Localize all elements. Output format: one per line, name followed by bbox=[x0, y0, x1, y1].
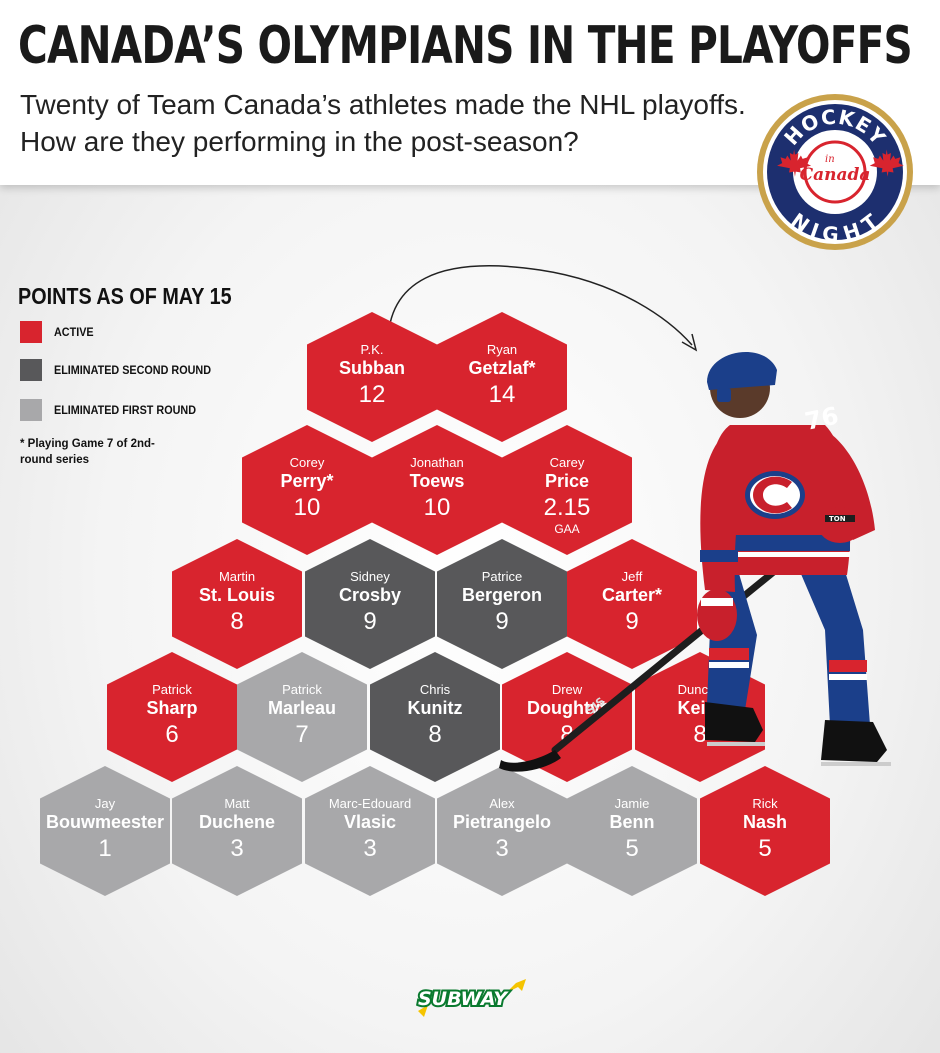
player-first-name: Alex bbox=[489, 796, 515, 811]
legend-label-eliminated-second: ELIMINATED SECOND ROUND bbox=[54, 363, 212, 377]
player-points: 5 bbox=[758, 835, 772, 862]
legend-item-active: ACTIVE bbox=[20, 321, 98, 343]
player-first-name: Jay bbox=[94, 796, 116, 811]
player-last-name: Nash bbox=[742, 812, 787, 832]
player-hex-st-louis: Martin St. Louis 8 bbox=[172, 539, 302, 669]
player-first-name: Matt bbox=[224, 796, 250, 811]
legend-item-eliminated-second: ELIMINATED SECOND ROUND bbox=[20, 359, 228, 381]
player-last-name: Duchene bbox=[198, 812, 276, 832]
player-points: 8 bbox=[693, 721, 707, 748]
player-last-name: Subban bbox=[339, 358, 405, 378]
player-first-name: Jonathan bbox=[410, 455, 464, 470]
player-first-name: Patrick bbox=[152, 682, 192, 697]
player-points: 1 bbox=[98, 835, 112, 862]
player-first-name: Corey bbox=[289, 455, 325, 470]
arrow-to-player bbox=[387, 265, 698, 352]
maple-leaf-icon bbox=[777, 149, 812, 177]
player-hex-bouwmeester: Jay Bouwmeester 1 bbox=[40, 766, 170, 896]
player-hex-nash: Rick Nash 5 bbox=[700, 766, 830, 896]
player-last-name: Toews bbox=[409, 471, 465, 491]
player-hex-bergeron: Patrice Bergeron 9 bbox=[437, 539, 567, 669]
svg-text:TON: TON bbox=[829, 515, 846, 523]
player-first-name: Patrick bbox=[282, 682, 322, 697]
player-last-name: Sharp bbox=[146, 698, 198, 718]
legend-swatch-eliminated-second bbox=[20, 359, 42, 381]
header-banner: CANADA’S OLYMPIANS IN THE PLAYOFFS Twent… bbox=[0, 0, 940, 185]
player-hex-vlasic: Marc-Edouard Vlasic 3 bbox=[305, 766, 435, 896]
player-points: 9 bbox=[363, 608, 377, 635]
player-hex-toews: Jonathan Toews 10 bbox=[372, 425, 502, 555]
legend-swatch-active bbox=[20, 321, 42, 343]
player-last-name: Getzlaf* bbox=[468, 358, 536, 378]
player-hex-carter: Jeff Carter* 9 bbox=[567, 539, 697, 669]
player-hex-crosby: Sidney Crosby 9 bbox=[305, 539, 435, 669]
player-photo: SIS TON 76 bbox=[499, 352, 891, 772]
player-points: 5 bbox=[625, 835, 639, 862]
player-points: 14 bbox=[488, 381, 516, 408]
player-last-name: Benn bbox=[609, 812, 655, 832]
player-first-name: Martin bbox=[218, 569, 256, 584]
player-hex-duchene: Matt Duchene 3 bbox=[172, 766, 302, 896]
player-last-name: Carter* bbox=[601, 585, 663, 605]
player-points: 3 bbox=[230, 835, 244, 862]
svg-text:SUBWAY: SUBWAY bbox=[418, 988, 509, 1010]
player-first-name: Sidney bbox=[350, 569, 390, 584]
hockey-night-in-canada-logo: HOCKEY NIGHT in Canada bbox=[757, 94, 913, 250]
player-first-name: Marc-Edouard bbox=[328, 796, 412, 811]
player-first-name: Drew bbox=[551, 682, 583, 697]
player-first-name: Chris bbox=[419, 682, 451, 697]
player-last-name: Crosby bbox=[338, 585, 401, 605]
player-points: 3 bbox=[495, 835, 509, 862]
player-points: 8 bbox=[230, 608, 244, 635]
player-stat-unit: GAA bbox=[554, 522, 580, 536]
player-hex-doughty: Drew Doughty* 8 bbox=[502, 652, 632, 782]
legend-footnote: * Playing Game 7 of 2nd-round series bbox=[20, 438, 155, 466]
svg-text:Canada: Canada bbox=[800, 165, 871, 185]
player-last-name: Perry* bbox=[280, 471, 334, 491]
player-first-name: Ryan bbox=[486, 342, 518, 357]
svg-text:in: in bbox=[825, 154, 835, 165]
legend-item-eliminated-first: ELIMINATED FIRST ROUND bbox=[20, 399, 212, 421]
legend-title: POINTS AS OF MAY 15 bbox=[18, 283, 232, 309]
legend-label-active: ACTIVE bbox=[54, 325, 94, 339]
player-points: 3 bbox=[363, 835, 377, 862]
page-title: CANADA’S OLYMPIANS IN THE PLAYOFFS bbox=[18, 16, 913, 76]
player-points: 12 bbox=[358, 381, 386, 408]
player-first-name: Carey bbox=[549, 455, 585, 470]
player-first-name: Jeff bbox=[621, 569, 643, 584]
player-hex-marleau: Patrick Marleau 7 bbox=[237, 652, 367, 782]
player-hex-sharp: Patrick Sharp 6 bbox=[107, 652, 237, 782]
player-hex-pietrangelo: Alex Pietrangelo 3 bbox=[437, 766, 567, 896]
player-first-name: Jamie bbox=[614, 796, 650, 811]
player-last-name: Price bbox=[544, 471, 590, 491]
player-points: 2.15 bbox=[543, 494, 591, 521]
player-last-name: Bouwmeester bbox=[45, 812, 165, 832]
player-last-name: Kunitz bbox=[407, 698, 463, 718]
player-hex-perry: Corey Perry* 10 bbox=[242, 425, 372, 555]
player-last-name: Bergeron bbox=[461, 585, 542, 605]
player-points: 10 bbox=[293, 494, 321, 521]
player-first-name: P.K. bbox=[360, 342, 384, 357]
player-last-name: Marleau bbox=[267, 698, 337, 718]
player-points: 7 bbox=[295, 721, 309, 748]
player-points: 9 bbox=[625, 608, 639, 635]
player-hex-kunitz: Chris Kunitz 8 bbox=[370, 652, 500, 782]
player-first-name: Patrice bbox=[481, 569, 523, 584]
player-last-name: Vlasic bbox=[343, 812, 397, 832]
legend-swatch-eliminated-first bbox=[20, 399, 42, 421]
svg-text:76: 76 bbox=[802, 402, 840, 436]
player-hex-price: Carey Price 2.15 GAA bbox=[502, 425, 632, 555]
player-points: 6 bbox=[165, 721, 179, 748]
player-last-name: Doughty* bbox=[527, 698, 607, 718]
legend-label-eliminated-first: ELIMINATED FIRST ROUND bbox=[54, 403, 197, 417]
player-points: 10 bbox=[423, 494, 451, 521]
player-hex-benn: Jamie Benn 5 bbox=[567, 766, 697, 896]
subway-logo: SUBWAY bbox=[416, 979, 526, 1017]
player-last-name: Pietrangelo bbox=[452, 812, 552, 832]
player-points: 8 bbox=[428, 721, 442, 748]
player-first-name: Rick bbox=[752, 796, 778, 811]
player-last-name: St. Louis bbox=[199, 585, 275, 605]
page-subtitle: Twenty of Team Canada’s athletes made th… bbox=[20, 89, 746, 157]
player-points: 9 bbox=[495, 608, 509, 635]
